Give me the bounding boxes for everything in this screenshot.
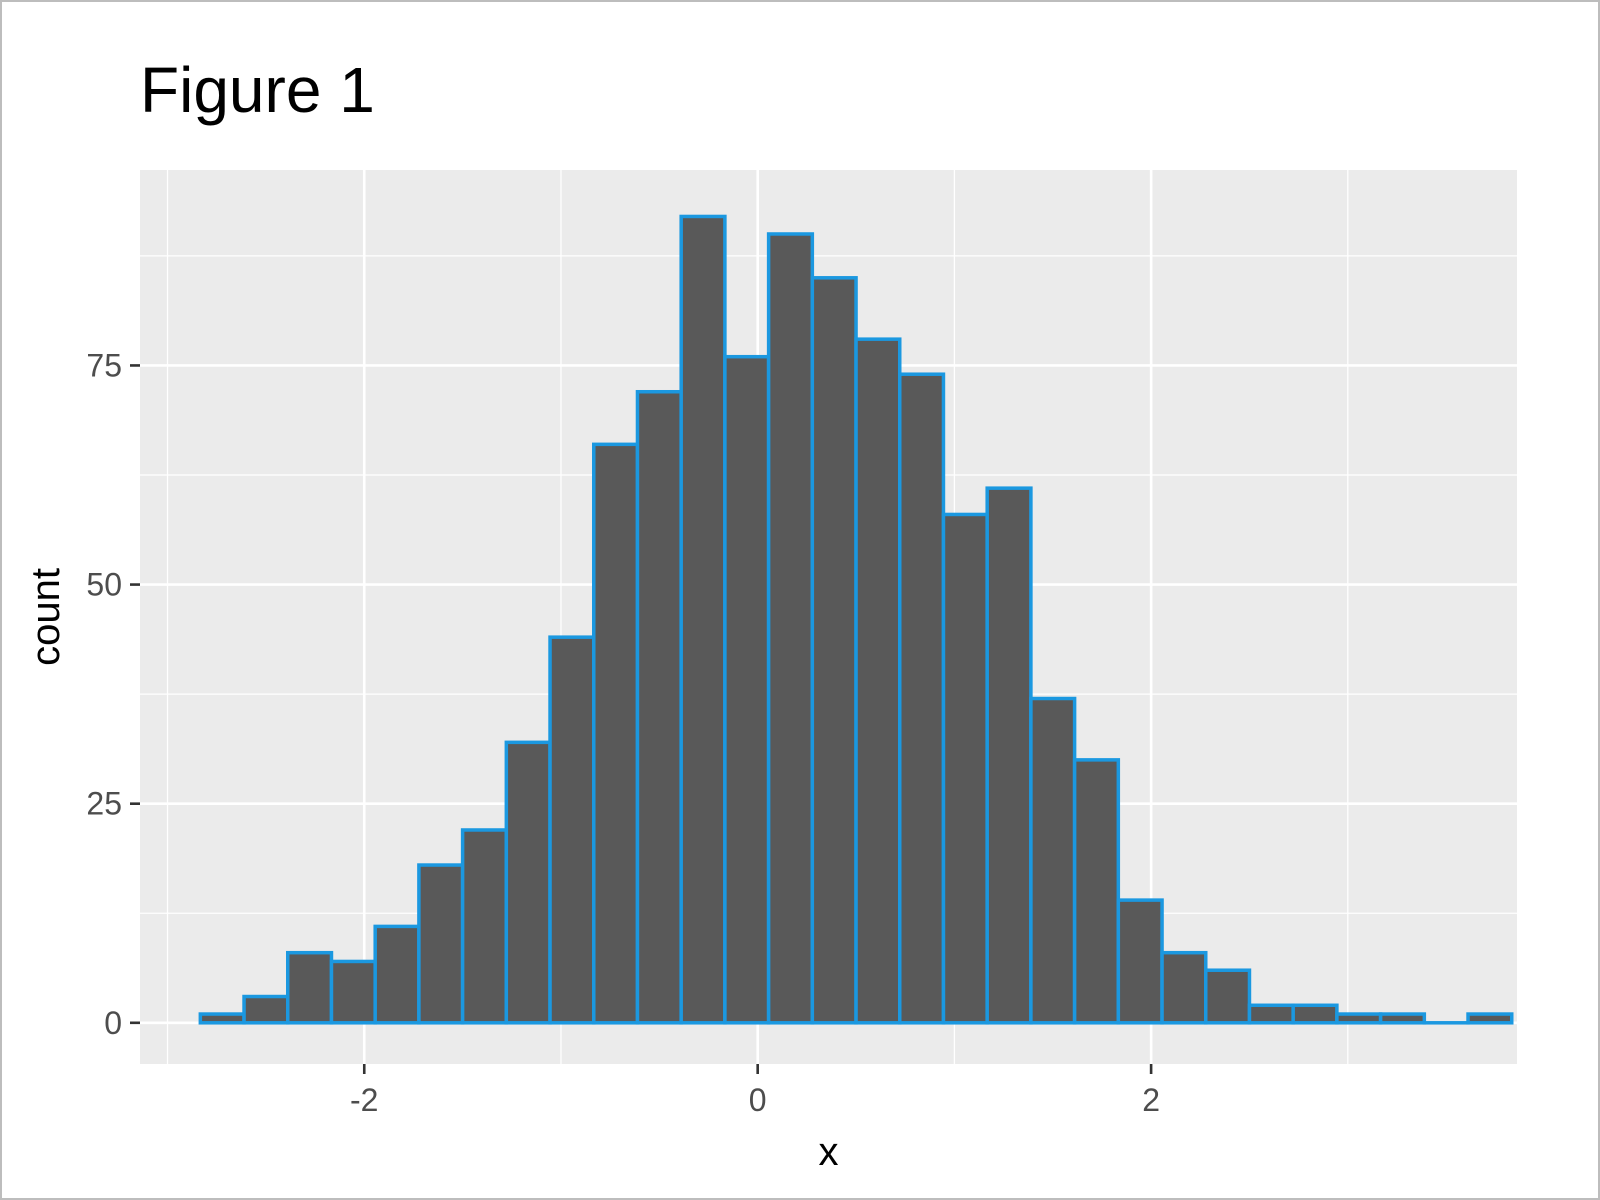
histogram-bar — [1247, 1003, 1295, 1025]
histogram-bar — [1204, 968, 1252, 1025]
histogram-bar — [985, 486, 1033, 1025]
histogram-bar — [766, 232, 815, 1025]
x-axis-title: x — [819, 1130, 839, 1174]
histogram-bar — [373, 924, 421, 1025]
histogram-bar — [897, 372, 946, 1025]
histogram-bar — [1072, 758, 1121, 1025]
histogram-bar — [635, 389, 683, 1025]
histogram-bar — [548, 635, 596, 1025]
histogram-bar — [1378, 1012, 1427, 1025]
x-tick-label: 2 — [1142, 1082, 1160, 1118]
chart-title: Figure 1 — [140, 54, 375, 126]
histogram-bar — [1291, 1003, 1339, 1025]
y-tick-label: 75 — [86, 347, 122, 383]
histogram-bar — [417, 863, 465, 1025]
histogram-bar — [504, 740, 552, 1025]
histogram-bar — [460, 828, 509, 1025]
histogram-bars — [198, 214, 1514, 1025]
x-axis: -2 0 2 — [350, 1064, 1160, 1118]
histogram-bar — [679, 214, 727, 1025]
y-axis-title: count — [24, 568, 68, 666]
y-axis: 0 25 50 75 — [86, 347, 140, 1041]
histogram-bar — [1029, 696, 1077, 1025]
histogram-bar — [1466, 1012, 1514, 1025]
y-tick-label: 0 — [104, 1005, 122, 1041]
histogram-bar — [242, 994, 290, 1025]
histogram-bar — [723, 354, 771, 1025]
x-tick-label: -2 — [350, 1082, 378, 1118]
histogram-bar — [286, 950, 334, 1025]
histogram-bar — [592, 442, 640, 1025]
y-tick-label: 50 — [86, 567, 122, 603]
histogram-bar — [854, 337, 902, 1025]
histogram-bar — [1335, 1012, 1383, 1025]
y-tick-label: 25 — [86, 786, 122, 822]
x-tick-label: 0 — [749, 1082, 767, 1118]
histogram-bar — [198, 1012, 246, 1025]
histogram-bar — [810, 276, 858, 1025]
histogram-bar — [1116, 898, 1164, 1025]
histogram-bar — [1160, 950, 1208, 1025]
histogram-bar — [329, 959, 377, 1025]
histogram-bar — [941, 512, 989, 1025]
